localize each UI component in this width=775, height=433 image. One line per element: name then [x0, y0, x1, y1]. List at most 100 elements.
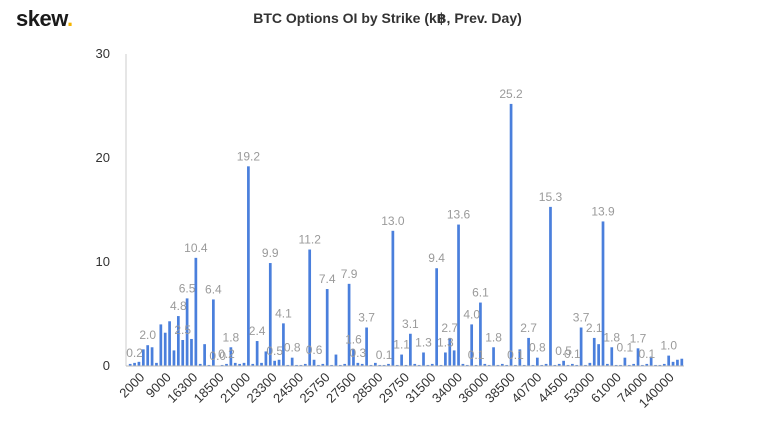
data-label: 0.8: [529, 341, 546, 355]
bar: [671, 361, 675, 366]
bar: [255, 341, 259, 366]
y-tick-label: 20: [96, 150, 110, 165]
bar: [343, 363, 347, 366]
data-label: 7.4: [319, 272, 336, 286]
bar: [571, 363, 574, 366]
bar: [531, 364, 535, 366]
bar: [374, 362, 377, 366]
bar: [566, 364, 570, 366]
bar: [474, 364, 478, 366]
bar: [509, 103, 513, 367]
bar: [592, 337, 596, 366]
bar: [356, 362, 360, 366]
bar: [518, 349, 522, 366]
bar: [360, 363, 364, 366]
bar: [347, 283, 351, 366]
bar: [387, 363, 390, 366]
bar: [268, 263, 272, 366]
bar: [417, 364, 421, 366]
bar: [137, 361, 141, 366]
bar: [321, 363, 325, 366]
bar: [207, 364, 211, 366]
bar: [645, 363, 649, 366]
bar: [133, 362, 136, 366]
bar: [662, 363, 666, 366]
bar: [185, 298, 189, 366]
bar: [159, 324, 163, 366]
bar: [338, 364, 342, 366]
bar: [597, 344, 600, 366]
bar: [426, 364, 430, 366]
data-label: 13.0: [381, 214, 405, 228]
bar: [400, 354, 403, 366]
bar: [470, 324, 474, 366]
data-label: 0.2: [218, 347, 235, 361]
data-label: 2.5: [174, 323, 191, 337]
bar: [395, 364, 399, 366]
bar: [540, 364, 544, 366]
bar: [176, 316, 180, 366]
data-label: 10.4: [184, 241, 208, 255]
bar: [549, 206, 552, 366]
data-label: 0.1: [468, 348, 485, 362]
bar: [303, 363, 307, 366]
data-label: 4.8: [170, 299, 187, 313]
data-label: 9.9: [262, 246, 279, 260]
data-label: 3.1: [402, 317, 419, 331]
data-label: 19.2: [237, 149, 261, 163]
data-label: 9.4: [428, 251, 445, 265]
bar: [150, 347, 154, 366]
bar: [391, 230, 395, 366]
bar: [496, 364, 500, 366]
bar: [264, 351, 268, 366]
data-label: 25.2: [499, 87, 523, 101]
bar: [146, 345, 150, 366]
bar: [233, 362, 237, 366]
bar: [317, 364, 320, 366]
bar: [251, 363, 255, 366]
bar: [619, 364, 622, 366]
bar: [614, 364, 618, 366]
bar: [667, 355, 671, 366]
bar: [194, 257, 198, 366]
bar: [654, 364, 657, 366]
bar: [242, 362, 246, 366]
data-label: 0.3: [349, 346, 366, 360]
data-label: 0.5: [555, 344, 572, 358]
bar: [299, 364, 303, 366]
bar: [557, 363, 561, 366]
bar: [330, 364, 333, 366]
bar: [277, 359, 281, 366]
bar: [680, 358, 684, 366]
bar: [334, 354, 338, 366]
data-label: 3.7: [358, 311, 375, 325]
bar: [465, 364, 469, 366]
bar: [461, 363, 465, 366]
data-label: 2.7: [441, 321, 458, 335]
bar: [610, 347, 614, 366]
bar: [636, 348, 640, 366]
bar: [505, 364, 509, 366]
bar: [430, 363, 434, 366]
bar: [457, 224, 460, 366]
data-label: 7.9: [341, 267, 358, 281]
y-tick-label: 30: [96, 46, 110, 61]
data-label: 0.1: [617, 341, 634, 355]
brand-name: skew: [16, 6, 68, 31]
bar: [553, 364, 557, 366]
data-label: 15.3: [539, 190, 563, 204]
brand-dot: .: [67, 6, 73, 31]
bar: [260, 362, 263, 366]
data-label: 4.0: [463, 307, 480, 321]
data-label: 1.3: [437, 335, 454, 349]
bar: [658, 364, 662, 366]
bar: [404, 364, 408, 366]
data-label: 0.1: [376, 348, 393, 362]
bar: [500, 363, 504, 366]
bar: [409, 333, 412, 366]
bar: [413, 363, 417, 366]
data-label: 1.8: [485, 330, 502, 344]
data-label: 11.2: [298, 233, 321, 247]
data-label: 0.6: [306, 343, 323, 357]
